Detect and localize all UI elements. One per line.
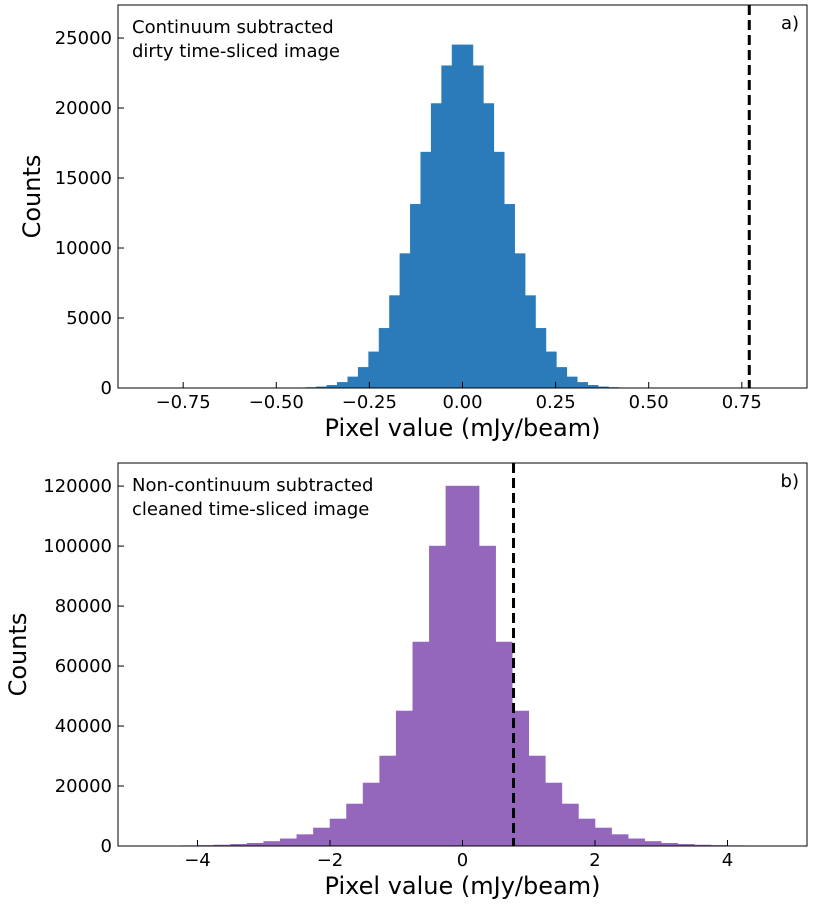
x-tick-label: −0.25 bbox=[342, 392, 397, 413]
histogram-bar bbox=[378, 328, 390, 389]
histogram-bar bbox=[357, 367, 369, 389]
histogram-bar bbox=[561, 803, 579, 847]
histogram-bar bbox=[280, 838, 298, 847]
histogram-bar bbox=[503, 204, 515, 389]
annotation: Non-continuum subtracted cleaned time-sli… bbox=[132, 475, 373, 520]
x-tick-label: 0.75 bbox=[722, 392, 762, 413]
histogram-bar bbox=[313, 827, 331, 847]
histogram-bar bbox=[545, 782, 563, 847]
y-tick-label: 10000 bbox=[55, 238, 112, 259]
x-tick-label: −2 bbox=[317, 850, 344, 871]
y-tick-label: 40000 bbox=[55, 716, 112, 737]
annotation-line: Non-continuum subtracted bbox=[132, 475, 373, 496]
x-tick-label: 0.25 bbox=[536, 392, 576, 413]
histogram-bar bbox=[556, 367, 568, 389]
histogram-bar bbox=[346, 803, 364, 847]
annotation-line: dirty time-sliced image bbox=[132, 41, 340, 62]
x-tick-label: 0 bbox=[457, 850, 468, 871]
annotation-line: Continuum subtracted bbox=[132, 17, 334, 38]
histogram-bar bbox=[627, 838, 645, 847]
y-axis-label: Counts bbox=[4, 613, 32, 697]
histogram-bar bbox=[420, 151, 432, 389]
y-tick-label: 80000 bbox=[55, 596, 112, 617]
annotation-line: cleaned time-sliced image bbox=[132, 499, 369, 520]
histogram-bar bbox=[399, 253, 411, 389]
histogram-bar bbox=[528, 755, 546, 847]
histogram-bar bbox=[594, 827, 612, 847]
x-tick-label: 0.50 bbox=[629, 392, 669, 413]
x-tick-label: 2 bbox=[589, 850, 600, 871]
x-tick-label: −4 bbox=[184, 850, 211, 871]
histogram-bar bbox=[441, 65, 453, 389]
histogram-bar bbox=[429, 545, 447, 847]
histogram-bar bbox=[395, 710, 414, 847]
x-tick-label: 4 bbox=[722, 850, 733, 871]
y-tick-label: 20000 bbox=[55, 776, 112, 797]
histogram-bar bbox=[514, 253, 526, 389]
y-tick-label: 120000 bbox=[43, 476, 112, 497]
histogram-bar bbox=[535, 328, 547, 389]
y-tick-label: 25000 bbox=[55, 28, 112, 49]
x-axis-label: Pixel value (mJy/beam) bbox=[325, 414, 601, 442]
histogram-bar bbox=[462, 44, 474, 389]
x-tick-label: −0.75 bbox=[156, 392, 211, 413]
histogram-bar bbox=[445, 485, 463, 847]
histogram-bar bbox=[347, 376, 359, 389]
histogram-bar bbox=[296, 834, 314, 847]
histogram-bar bbox=[368, 351, 380, 389]
histogram-bar bbox=[545, 351, 557, 389]
x-tick-label: 0.00 bbox=[442, 392, 482, 413]
y-axis-label: Counts bbox=[18, 155, 46, 239]
histogram-bar bbox=[379, 755, 397, 847]
histogram-bar bbox=[362, 782, 380, 847]
histogram-bar bbox=[524, 295, 536, 389]
histogram-bar bbox=[337, 382, 349, 389]
histogram-bar bbox=[576, 382, 588, 389]
histogram-bar bbox=[566, 376, 578, 389]
histogram-bar bbox=[263, 841, 281, 847]
x-axis-label: Pixel value (mJy/beam) bbox=[325, 872, 601, 900]
histogram-bar bbox=[462, 485, 480, 847]
histogram-bar bbox=[578, 818, 596, 847]
y-tick-label: 5000 bbox=[66, 308, 112, 329]
histogram-bar bbox=[410, 204, 422, 389]
histogram-bar bbox=[495, 641, 513, 847]
annotation: Continuum subtracted dirty time-sliced im… bbox=[132, 17, 340, 62]
y-tick-label: 0 bbox=[101, 378, 112, 399]
histogram-bar bbox=[611, 834, 629, 847]
y-tick-label: 15000 bbox=[55, 168, 112, 189]
panel-label: b) bbox=[781, 471, 799, 492]
x-tick-label: −0.50 bbox=[249, 392, 304, 413]
histogram-bar bbox=[478, 545, 496, 847]
histogram-bar bbox=[644, 841, 662, 847]
histogram-bar bbox=[412, 641, 430, 847]
histogram-bar bbox=[451, 44, 463, 389]
panel-label: a) bbox=[781, 13, 799, 34]
histogram-bar bbox=[472, 65, 484, 389]
histogram-bar bbox=[389, 295, 401, 389]
histogram-bar bbox=[483, 103, 495, 389]
histogram-bar bbox=[430, 103, 442, 389]
y-tick-label: 0 bbox=[101, 836, 112, 857]
histogram-bar bbox=[329, 818, 347, 847]
histogram-bar bbox=[493, 151, 505, 389]
y-tick-label: 100000 bbox=[43, 536, 112, 557]
y-tick-label: 60000 bbox=[55, 656, 112, 677]
y-tick-label: 20000 bbox=[55, 98, 112, 119]
